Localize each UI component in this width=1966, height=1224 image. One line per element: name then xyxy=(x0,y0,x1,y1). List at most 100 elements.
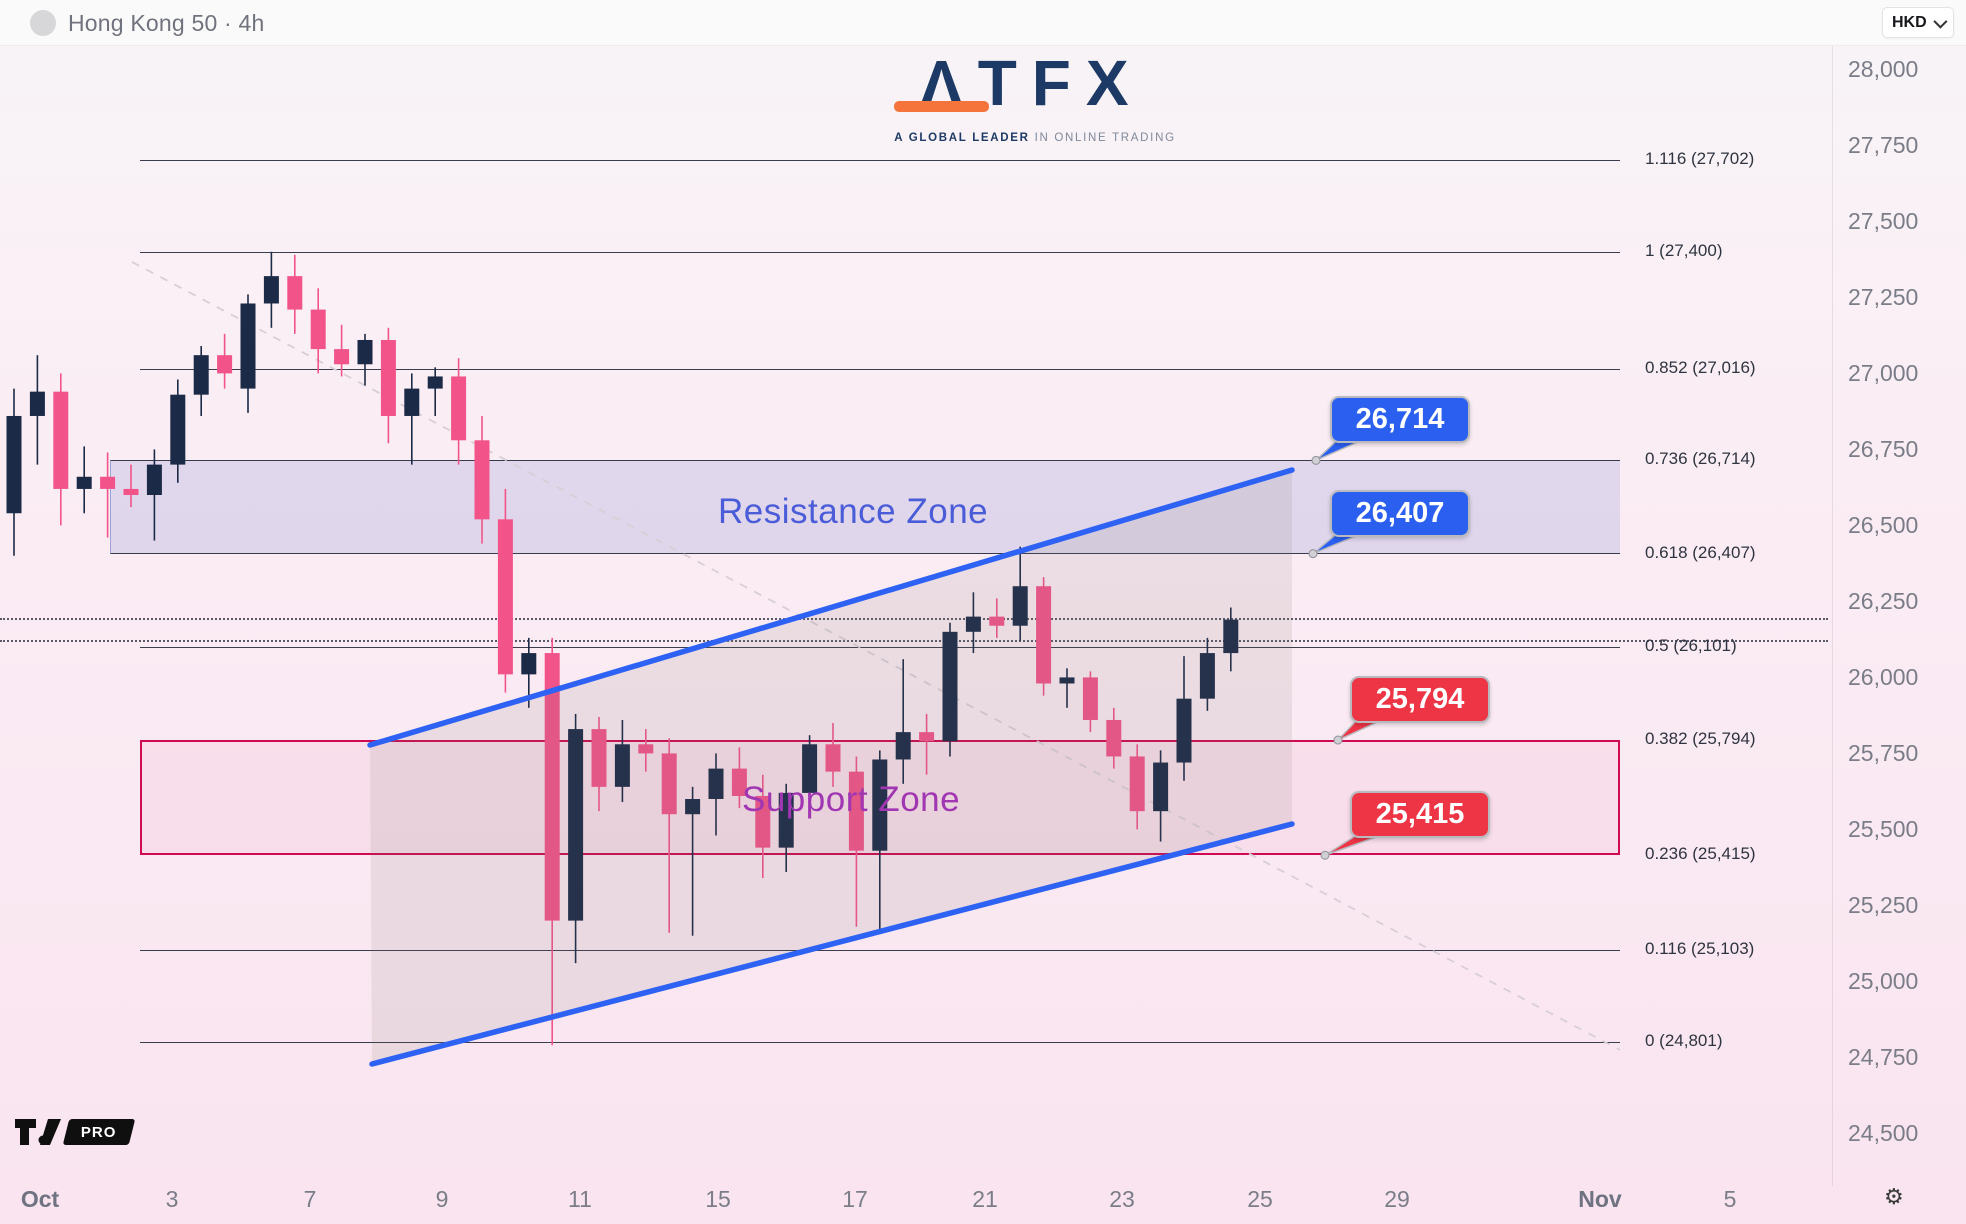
candle-body xyxy=(778,792,794,848)
channel-lower-trendline xyxy=(369,821,1295,1067)
price-axis-label: 25,500 xyxy=(1848,816,1919,843)
candle-body xyxy=(427,376,443,389)
atfx-logo-orange-bar-icon xyxy=(894,101,989,112)
candle-body xyxy=(404,388,420,416)
time-axis-label: Oct xyxy=(20,1186,60,1212)
candle-body xyxy=(872,759,888,851)
price-axis-label: 25,000 xyxy=(1848,968,1919,995)
fib-line xyxy=(140,646,1620,648)
candle-body xyxy=(170,394,186,465)
candle-body xyxy=(1199,653,1215,699)
price-callout[interactable]: 26,407 xyxy=(1330,489,1470,537)
fib-level-label: 0.116 (25,103) xyxy=(1645,939,1755,959)
candle-body xyxy=(6,415,22,514)
candle-body xyxy=(802,744,818,793)
candle-body xyxy=(497,519,513,675)
fib-level-label: 1 (27,400) xyxy=(1645,240,1723,260)
time-axis-label: 15 xyxy=(705,1186,731,1212)
candle-body xyxy=(825,744,841,772)
candle-body xyxy=(848,771,864,851)
time-axis-label: 5 xyxy=(1723,1186,1737,1212)
candle-body xyxy=(240,303,256,389)
channel-upper-trendline xyxy=(367,467,1295,748)
candle-body xyxy=(755,795,771,848)
time-axis-label: 11 xyxy=(568,1186,592,1212)
candle-body xyxy=(521,653,537,675)
candle-body xyxy=(76,476,92,489)
candle-body xyxy=(1129,756,1145,812)
atfx-tagline-bold: A GLOBAL LEADER xyxy=(894,132,1030,144)
time-axis-label: 23 xyxy=(1109,1186,1135,1212)
price-axis-label: 27,250 xyxy=(1848,284,1919,311)
candle-body xyxy=(1223,619,1239,654)
chart-header: Hong Kong 50 · 4h HKD xyxy=(0,0,1966,46)
candle-body xyxy=(661,753,677,815)
currency-selector-value: HKD xyxy=(1892,13,1927,31)
candle-body xyxy=(1059,677,1075,684)
candle-body xyxy=(357,339,373,365)
candle-body xyxy=(1106,719,1122,757)
candle-body xyxy=(451,376,467,441)
candle-body xyxy=(568,729,584,921)
fib-line xyxy=(140,368,1620,370)
candle-body xyxy=(731,768,747,796)
tradingview-mark-icon xyxy=(15,1119,61,1145)
fib-line xyxy=(140,1041,1620,1043)
candle-body xyxy=(591,729,607,787)
fib-line xyxy=(140,950,1620,952)
candle-body xyxy=(1012,586,1028,626)
price-axis-label: 26,750 xyxy=(1848,436,1919,463)
fib-level-label: 0.5 (26,101) xyxy=(1645,635,1737,655)
candle-body xyxy=(53,391,69,489)
currency-selector[interactable]: HKD xyxy=(1882,7,1954,38)
symbol-logo-icon xyxy=(30,10,56,36)
resistance-zone-label: Resistance Zone xyxy=(718,492,989,531)
candle-body xyxy=(965,616,981,632)
time-axis-label: 21 xyxy=(972,1186,998,1212)
candle-body xyxy=(1153,762,1169,812)
fib-level-label: 1.116 (27,702) xyxy=(1645,149,1755,168)
price-dotted-line xyxy=(0,640,1828,642)
symbol-title[interactable]: Hong Kong 50 · 4h xyxy=(68,10,265,36)
price-axis-label: 27,500 xyxy=(1848,208,1919,235)
price-axis-label: 26,500 xyxy=(1848,512,1919,539)
candle-body xyxy=(919,732,935,742)
candle-body xyxy=(29,391,45,416)
candle-body xyxy=(544,653,560,921)
settings-icon[interactable]: ⚙ xyxy=(1884,1184,1904,1209)
time-axis-label: 9 xyxy=(435,1186,449,1212)
fib-level-label: 0.852 (27,016) xyxy=(1645,357,1756,377)
time-axis-label: Nov xyxy=(1578,1186,1622,1212)
candle-body xyxy=(1176,698,1192,763)
price-dotted-line xyxy=(0,618,1828,620)
candle-body xyxy=(614,744,630,787)
candle-body xyxy=(474,440,490,520)
fib-level-label: 0.736 (26,714) xyxy=(1645,449,1756,469)
candle-body xyxy=(217,355,233,374)
fib-level-label: 0 (24,801) xyxy=(1645,1030,1723,1050)
price-callout[interactable]: 25,794 xyxy=(1350,676,1490,724)
price-axis-label: 26,250 xyxy=(1848,588,1919,615)
candle-body xyxy=(685,799,701,815)
price-axis-divider xyxy=(1832,46,1833,1186)
candle-body xyxy=(708,768,724,800)
time-axis-label: 29 xyxy=(1384,1186,1410,1212)
candle-body xyxy=(1036,586,1052,684)
price-callout[interactable]: 25,415 xyxy=(1350,791,1490,839)
fib-line xyxy=(140,251,1620,253)
candle-body xyxy=(380,339,396,416)
time-axis-label: 7 xyxy=(303,1186,317,1212)
tradingview-logo[interactable]: PRO xyxy=(14,1118,174,1148)
price-callout[interactable]: 26,714 xyxy=(1330,396,1470,444)
candle-body xyxy=(895,732,911,760)
atfx-tagline-rest: IN ONLINE TRADING xyxy=(1029,132,1176,144)
price-axis-label: 28,000 xyxy=(1848,56,1919,83)
time-axis-label: 3 xyxy=(165,1186,179,1212)
candle-body xyxy=(638,744,654,754)
candle-body xyxy=(334,349,350,365)
candle-body xyxy=(310,309,326,350)
price-axis-label: 24,750 xyxy=(1848,1044,1919,1071)
candle-body xyxy=(287,276,303,310)
